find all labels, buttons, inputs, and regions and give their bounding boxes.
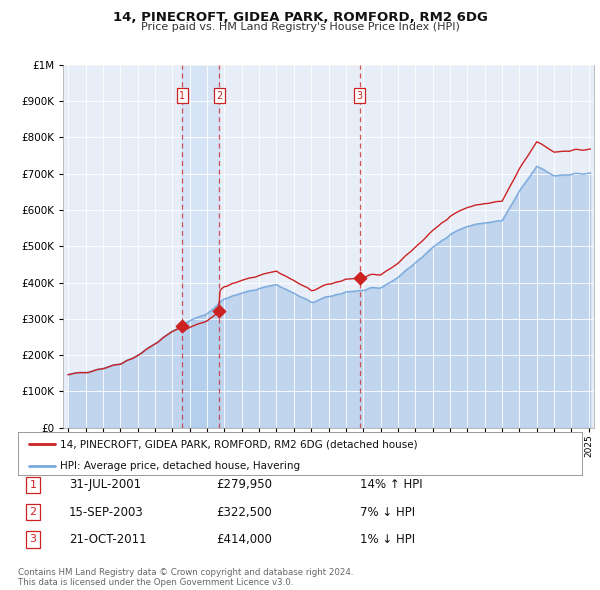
Text: £279,950: £279,950 [216, 478, 272, 491]
Text: 3: 3 [356, 91, 363, 101]
Text: 14% ↑ HPI: 14% ↑ HPI [360, 478, 422, 491]
Text: £414,000: £414,000 [216, 533, 272, 546]
Text: 31-JUL-2001: 31-JUL-2001 [69, 478, 141, 491]
Text: 2: 2 [29, 507, 37, 517]
Text: 14, PINECROFT, GIDEA PARK, ROMFORD, RM2 6DG (detached house): 14, PINECROFT, GIDEA PARK, ROMFORD, RM2 … [60, 440, 418, 450]
Text: 14, PINECROFT, GIDEA PARK, ROMFORD, RM2 6DG: 14, PINECROFT, GIDEA PARK, ROMFORD, RM2 … [113, 11, 487, 24]
Text: This data is licensed under the Open Government Licence v3.0.: This data is licensed under the Open Gov… [18, 578, 293, 587]
Text: 1% ↓ HPI: 1% ↓ HPI [360, 533, 415, 546]
Point [178, 322, 187, 331]
Text: Contains HM Land Registry data © Crown copyright and database right 2024.: Contains HM Land Registry data © Crown c… [18, 568, 353, 577]
Point [355, 273, 365, 282]
Text: 15-SEP-2003: 15-SEP-2003 [69, 506, 144, 519]
Point [215, 306, 224, 316]
Bar [182, 65, 220, 428]
Text: 1: 1 [29, 480, 37, 490]
Text: 1: 1 [179, 91, 185, 101]
Text: 7% ↓ HPI: 7% ↓ HPI [360, 506, 415, 519]
Text: HPI: Average price, detached house, Havering: HPI: Average price, detached house, Have… [60, 461, 301, 471]
Text: 2: 2 [216, 91, 223, 101]
Text: Price paid vs. HM Land Registry's House Price Index (HPI): Price paid vs. HM Land Registry's House … [140, 22, 460, 32]
Text: 3: 3 [29, 535, 37, 544]
Text: £322,500: £322,500 [216, 506, 272, 519]
Text: 21-OCT-2011: 21-OCT-2011 [69, 533, 146, 546]
